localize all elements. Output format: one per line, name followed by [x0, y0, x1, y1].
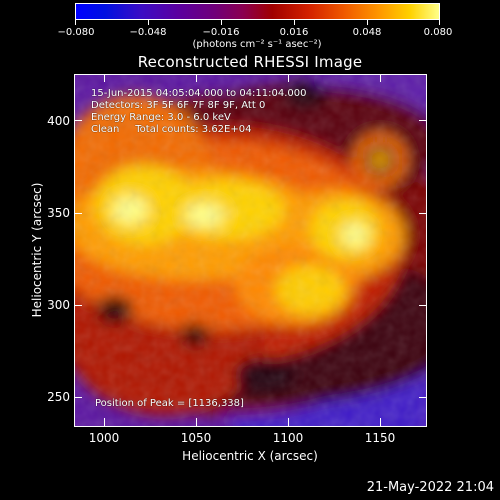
rhessi-image-panel [74, 74, 427, 427]
counts-annotation: Clean Total counts: 3.62E+04 [91, 124, 252, 135]
colorbar-tick-label: 0.048 [352, 27, 382, 38]
x-tick-top [288, 74, 289, 82]
colorbar-tick [294, 20, 295, 25]
x-tick-label: 1150 [364, 431, 396, 445]
time-range-annotation: 15-Jun-2015 04:05:04.000 to 04:11:04.000 [91, 88, 307, 99]
colorbar-gradient [76, 4, 439, 19]
x-tick [196, 418, 197, 426]
rhessi-image [75, 75, 426, 426]
y-tick-right [419, 120, 427, 121]
y-tick [74, 213, 82, 214]
y-tick-label: 250 [47, 390, 70, 404]
generation-timestamp: 21-May-2022 21:04 [366, 480, 494, 495]
x-tick [104, 418, 105, 426]
y-tick [74, 120, 82, 121]
peak-position-annotation: Position of Peak = [1136,338] [95, 398, 244, 409]
y-tick-right [419, 397, 427, 398]
colorbar-tick [75, 20, 76, 25]
colorbar [75, 3, 440, 20]
x-tick-top [104, 74, 105, 82]
colorbar-tick [367, 20, 368, 25]
x-tick-top [196, 74, 197, 82]
colorbar-tick-label: 0.016 [279, 27, 309, 38]
x-axis-label: Heliocentric X (arcsec) [182, 449, 318, 463]
plot-title: Reconstructed RHESSI Image [137, 53, 363, 71]
y-tick-label: 300 [47, 298, 70, 312]
energy-range-annotation: Energy Range: 3.0 - 6.0 keV [91, 112, 231, 123]
y-tick-right [419, 305, 427, 306]
colorbar-tick [439, 20, 440, 25]
colorbar-tick-label: −0.016 [202, 27, 240, 38]
detectors-annotation: Detectors: 3F 5F 6F 7F 8F 9F, Att 0 [91, 100, 266, 111]
y-tick [74, 397, 82, 398]
x-tick [380, 418, 381, 426]
y-tick-label: 400 [47, 114, 70, 128]
y-axis-label: Heliocentric Y (arcsec) [30, 182, 44, 318]
x-tick-label: 1100 [272, 431, 304, 445]
colorbar-tick-label: −0.080 [57, 27, 95, 38]
colorbar-tick [148, 20, 149, 25]
x-tick-label: 1000 [88, 431, 120, 445]
colorbar-units: (photons cm⁻² s⁻¹ asec⁻²) [192, 39, 322, 50]
x-tick-label: 1050 [180, 431, 212, 445]
x-tick [288, 418, 289, 426]
y-tick-label: 350 [47, 206, 70, 220]
y-tick-right [419, 213, 427, 214]
x-tick-top [380, 74, 381, 82]
colorbar-tick-label: 0.080 [423, 27, 453, 38]
colorbar-tick-label: −0.048 [129, 27, 167, 38]
y-tick [74, 305, 82, 306]
colorbar-tick [221, 20, 222, 25]
